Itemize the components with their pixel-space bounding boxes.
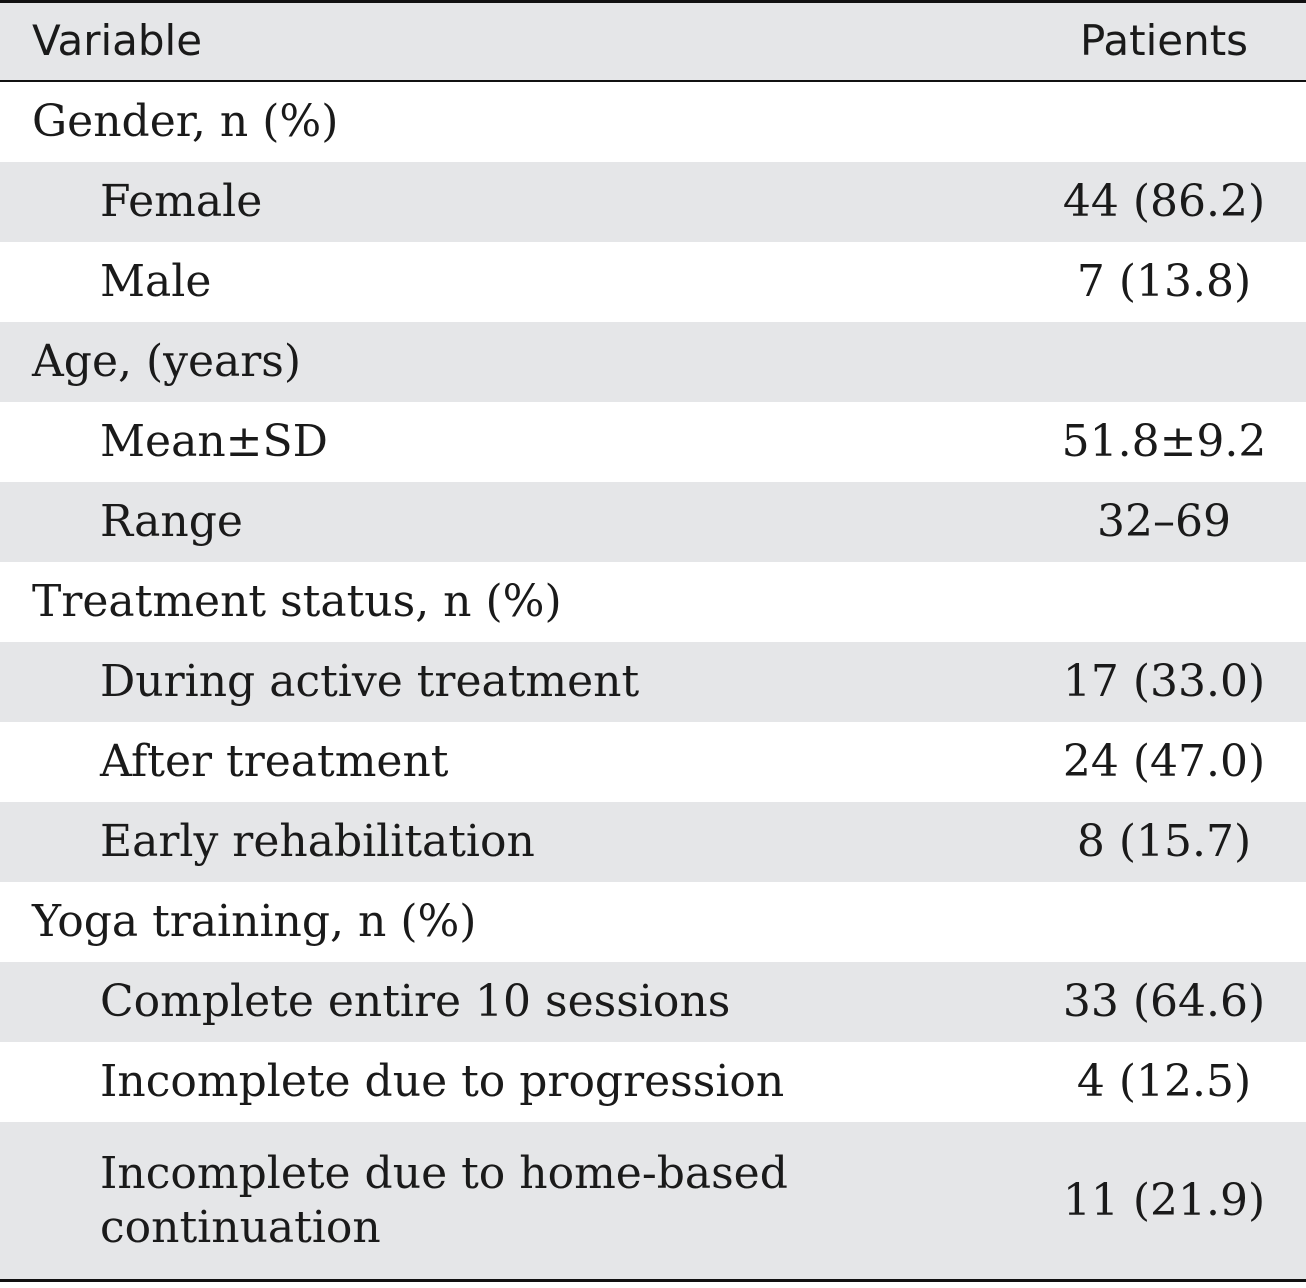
row-value: 4 (12.5) — [1076, 1056, 1252, 1108]
section-label: Yoga training, n (%) — [32, 896, 477, 948]
row-label: Male — [100, 256, 212, 308]
row-value: 7 (13.8) — [1076, 256, 1252, 308]
section-header-row: Gender, n (%) — [0, 82, 1306, 162]
table-row: Mean±SD 51.8±9.2 — [0, 402, 1306, 482]
table-row: Early rehabilitation 8 (15.7) — [0, 802, 1306, 882]
section-header-row: Age, (years) — [0, 322, 1306, 402]
row-label: Mean±SD — [100, 416, 328, 468]
section-label: Age, (years) — [32, 336, 302, 388]
table-row: Incomplete due to progression 4 (12.5) — [0, 1042, 1306, 1122]
header-variable: Variable — [32, 16, 203, 66]
table-row: During active treatment 17 (33.0) — [0, 642, 1306, 722]
table-row: Incomplete due to home-based continuatio… — [0, 1122, 1306, 1282]
row-label: Incomplete due to progression — [100, 1056, 785, 1108]
row-label: Complete entire 10 sessions — [100, 976, 731, 1028]
section-label: Gender, n (%) — [32, 96, 339, 148]
row-label: Incomplete due to home-based continuatio… — [100, 1147, 788, 1253]
row-value: 8 (15.7) — [1076, 816, 1252, 868]
row-value: 51.8±9.2 — [1061, 416, 1267, 468]
section-header-row: Yoga training, n (%) — [0, 882, 1306, 962]
row-value: 44 (86.2) — [1062, 176, 1266, 228]
row-value: 11 (21.9) — [1062, 1174, 1266, 1226]
section-label: Treatment status, n (%) — [32, 576, 562, 628]
row-label: Early rehabilitation — [100, 816, 535, 868]
table-header-row: Variable Patients — [0, 0, 1306, 82]
row-label: Range — [100, 496, 243, 548]
table-row: Male 7 (13.8) — [0, 242, 1306, 322]
row-label: During active treatment — [100, 656, 640, 708]
row-value: 24 (47.0) — [1062, 736, 1266, 788]
section-header-row: Treatment status, n (%) — [0, 562, 1306, 642]
row-value: 33 (64.6) — [1062, 976, 1266, 1028]
row-label: Female — [100, 176, 263, 228]
row-label: After treatment — [100, 736, 449, 788]
table-row: Range 32–69 — [0, 482, 1306, 562]
table-row: After treatment 24 (47.0) — [0, 722, 1306, 802]
table-body: Gender, n (%) Female 44 (86.2) Male 7 (13.8)… — [0, 82, 1306, 1282]
row-value: 17 (33.0) — [1062, 656, 1266, 708]
table-row: Female 44 (86.2) — [0, 162, 1306, 242]
row-value: 32–69 — [1097, 496, 1231, 548]
table-row: Complete entire 10 sessions 33 (64.6) — [0, 962, 1306, 1042]
header-patients: Patients — [1079, 16, 1249, 66]
